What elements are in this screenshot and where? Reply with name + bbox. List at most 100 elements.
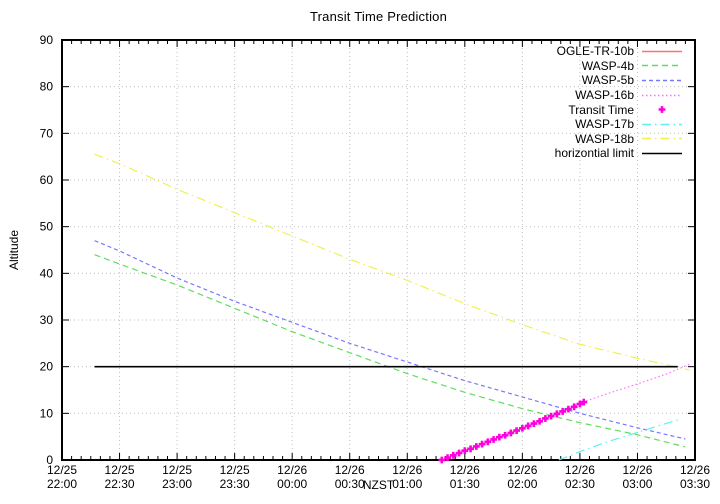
- transit-time-marker: [484, 438, 492, 446]
- transit-time-marker: [553, 410, 561, 418]
- x-tick-date: 12/26: [565, 463, 595, 477]
- legend-label: horizontial limit: [554, 146, 634, 161]
- x-tick-date: 12/25: [162, 463, 192, 477]
- legend-item-ogle-tr-10b: OGLE-TR-10b: [555, 44, 683, 59]
- x-tick-time: 22:30: [105, 477, 135, 491]
- legend-item-wasp-4b: WASP-4b: [555, 59, 683, 74]
- transit-time-marker: [478, 440, 486, 448]
- legend-line-sample: [642, 79, 682, 82]
- transit-time-marker: [530, 420, 538, 427]
- x-tick-date: 12/26: [335, 463, 365, 477]
- legend-label: WASP-18b: [575, 131, 634, 146]
- series-line: [558, 419, 678, 461]
- transit-time-marker: [495, 433, 503, 441]
- legend-item-wasp-5b: WASP-5b: [555, 73, 683, 88]
- x-tick-date: 12/25: [220, 463, 250, 477]
- series-wasp-18b: [94, 153, 690, 371]
- x-tick-time: 01:00: [392, 477, 422, 491]
- legend-line-sample: [642, 94, 682, 96]
- transit-time-marker: [455, 449, 463, 457]
- series-line: [94, 153, 690, 371]
- x-tick-time: 00:30: [335, 477, 365, 491]
- transit-time-marker: [444, 454, 451, 462]
- x-tick-time: 23:00: [162, 477, 192, 491]
- y-tick-label: 40: [40, 266, 54, 280]
- series-wasp-4b: [94, 254, 686, 448]
- legend-label: WASP-17b: [575, 117, 634, 132]
- legend-label: Transit Time: [568, 102, 634, 117]
- legend-item-wasp-17b: WASP-17b: [555, 117, 683, 132]
- x-tick-time: 00:00: [277, 477, 307, 491]
- transit-time-marker: [449, 451, 457, 459]
- transit-time-marker: [570, 403, 578, 411]
- transit-time-marker: [536, 417, 544, 425]
- series-line: [94, 240, 686, 440]
- transit-time-marker: [565, 405, 572, 413]
- legend: OGLE-TR-10b WASP-4b WASP-5b WASP-16b Transit…: [555, 44, 683, 161]
- x-tick-time: 02:00: [507, 477, 537, 491]
- y-tick-labels: 0 10 20 30 40 50 60 70 80 90: [40, 33, 54, 467]
- x-tick-time: 01:30: [450, 477, 480, 491]
- legend-item-horizontial-limit: horizontial limit: [555, 146, 683, 161]
- y-tick-label: 90: [40, 33, 54, 47]
- x-tick-date: 12/26: [507, 463, 537, 477]
- series-wasp-17b: [558, 419, 678, 461]
- x-tick-time: 03:00: [622, 477, 652, 491]
- axis-ticks: [61, 39, 696, 461]
- y-tick-label: 30: [40, 313, 54, 327]
- y-tick-label: 50: [40, 220, 54, 234]
- legend-label: WASP-5b: [581, 73, 634, 88]
- transit-time-marker: [547, 412, 555, 420]
- legend-item-wasp-16b: WASP-16b: [555, 88, 683, 103]
- legend-label: WASP-4b: [581, 58, 634, 73]
- x-tick-date: 12/26: [277, 463, 307, 477]
- transit-time-marker: [507, 429, 515, 437]
- transit-time-marker: [513, 427, 521, 434]
- x-axis-label: NZST: [362, 478, 395, 492]
- x-tick-date: 12/26: [680, 463, 710, 477]
- x-tick-date: 12/26: [450, 463, 480, 477]
- transit-time-marker: [524, 422, 532, 430]
- series-wasp-5b: [94, 240, 686, 440]
- x-tick-date: 12/26: [392, 463, 422, 477]
- transit-time-marker: [541, 415, 549, 422]
- legend-line-sample: [642, 123, 682, 125]
- x-tick-time: 02:30: [565, 477, 595, 491]
- transit-time-marker: [490, 436, 497, 443]
- transit-time-marker: [467, 445, 474, 453]
- legend-item-transit-time: Transit Time: [555, 102, 683, 117]
- x-tick-date: 12/26: [622, 463, 652, 477]
- y-tick-label: 10: [40, 406, 54, 420]
- transit-time-marker: [580, 398, 588, 406]
- legend-item-wasp-18b: WASP-18b: [555, 132, 683, 147]
- legend-label: OGLE-TR-10b: [556, 44, 634, 59]
- legend-line-sample: [642, 152, 682, 155]
- x-tick-labels: 12/2522:0012/2522:3012/2523:0012/2523:30…: [47, 463, 710, 491]
- transit-time-marker: [501, 431, 509, 439]
- y-tick-label: 60: [40, 173, 54, 187]
- transit-time-marker: [438, 456, 446, 464]
- series-transit-time: [438, 398, 588, 464]
- plus-marker-icon: [658, 106, 666, 114]
- x-tick-time: 23:30: [220, 477, 250, 491]
- x-tick-date: 12/25: [47, 463, 77, 477]
- x-tick-time: 22:00: [47, 477, 77, 491]
- legend-line-sample: [642, 50, 682, 52]
- y-tick-label: 20: [40, 360, 54, 374]
- transit-time-marker: [559, 408, 567, 415]
- legend-plus-marker-icon: [658, 106, 666, 114]
- series-line: [94, 254, 686, 448]
- legend-line-sample: [642, 138, 682, 140]
- y-tick-label: 0: [46, 453, 53, 467]
- transit-time-marker: [576, 400, 584, 408]
- legend-label: WASP-16b: [575, 88, 634, 103]
- transit-time-marker: [472, 443, 480, 450]
- y-tick-label: 80: [40, 80, 54, 94]
- chart-title: Transit Time Prediction: [309, 9, 448, 24]
- x-tick-date: 12/25: [105, 463, 135, 477]
- legend-line-sample: [642, 65, 682, 67]
- x-tick-time: 03:30: [680, 477, 710, 491]
- transit-time-marker: [518, 424, 526, 432]
- y-tick-label: 70: [40, 126, 54, 140]
